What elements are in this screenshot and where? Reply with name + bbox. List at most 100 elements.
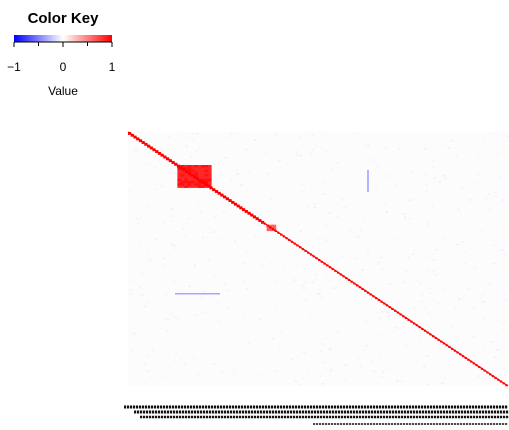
heatmap-cell <box>310 189 313 192</box>
heatmap-cell <box>451 325 454 328</box>
heatmap-cell <box>181 227 185 230</box>
heatmap-cell <box>421 329 425 332</box>
heatmap-cell <box>201 236 204 239</box>
column-label-mark <box>149 415 152 419</box>
heatmap-cell <box>432 259 436 261</box>
heatmap-cell <box>436 254 440 257</box>
column-label-mark <box>499 405 502 409</box>
heatmap-cell <box>227 156 231 158</box>
column-label-mark <box>154 405 157 409</box>
heatmap-cell <box>131 274 134 276</box>
heatmap-cell <box>412 298 415 300</box>
column-label-mark <box>173 415 176 419</box>
heatmap-cell <box>236 342 239 344</box>
heatmap-cell <box>129 380 132 383</box>
column-label-mark <box>439 423 442 425</box>
heatmap-cell <box>412 307 416 310</box>
column-label-mark <box>343 423 346 425</box>
column-label-mark <box>466 405 469 409</box>
heatmap-block-cell <box>201 165 205 168</box>
column-label-mark <box>275 410 278 414</box>
heatmap-block-cell <box>194 171 198 175</box>
heatmap-cell <box>381 268 385 270</box>
heatmap-cell <box>416 280 419 282</box>
heatmap-cell <box>225 289 229 291</box>
heatmap-block-cell <box>267 227 269 228</box>
heatmap-cell <box>316 243 319 246</box>
heatmap-cell <box>476 166 480 169</box>
heatmap-cell <box>398 147 401 150</box>
column-label-mark <box>167 415 170 419</box>
column-label-mark <box>356 415 359 419</box>
heatmap-cell <box>140 272 144 275</box>
heatmap-cell <box>370 182 373 185</box>
column-label-mark <box>212 415 215 419</box>
column-label-mark <box>284 410 287 414</box>
column-label-mark <box>410 415 413 419</box>
heatmap-block-cell <box>266 227 268 228</box>
heatmap-cell <box>403 216 407 219</box>
heatmap-cell <box>314 168 317 171</box>
column-label-mark <box>377 410 380 414</box>
heatmap-cell <box>160 173 163 176</box>
column-label-mark <box>391 423 394 425</box>
column-label-mark <box>124 405 127 409</box>
column-label-mark <box>368 415 371 419</box>
heatmap-cell <box>503 208 506 211</box>
column-label-mark <box>407 415 410 419</box>
heatmap-cell <box>176 317 179 319</box>
column-label-mark <box>307 405 310 409</box>
heatmap-cell <box>321 134 325 137</box>
column-label-mark <box>230 415 233 419</box>
heatmap-cell <box>492 300 495 303</box>
heatmap-cell <box>410 175 414 178</box>
heatmap-cell <box>298 383 302 386</box>
column-label-mark <box>410 410 413 414</box>
heatmap-cell <box>278 345 282 348</box>
heatmap-cell <box>386 338 390 341</box>
heatmap-cell <box>301 353 304 356</box>
heatmap-cell <box>316 278 319 281</box>
heatmap-cell <box>247 342 251 345</box>
heatmap-cell <box>423 365 426 368</box>
column-label-mark <box>424 405 427 409</box>
heatmap-cell <box>477 174 481 177</box>
column-label-mark <box>452 410 455 414</box>
heatmap-cell <box>478 176 482 179</box>
heatmap-cell <box>169 309 173 311</box>
heatmap-cell <box>490 340 494 343</box>
heatmap-block-cell <box>266 229 268 230</box>
column-label-mark <box>416 415 419 419</box>
column-label-mark <box>386 410 389 414</box>
column-label-mark <box>416 410 419 414</box>
heatmap-cell <box>154 238 157 241</box>
column-label-mark <box>404 410 407 414</box>
column-label-mark <box>170 415 173 419</box>
heatmap-cell <box>245 377 249 379</box>
column-label-mark <box>367 423 370 425</box>
heatmap-cell <box>302 263 306 265</box>
column-label-mark <box>472 423 475 425</box>
heatmap-cell <box>148 258 152 260</box>
heatmap-cell <box>260 264 264 267</box>
column-label-mark <box>268 405 271 409</box>
heatmap-cell <box>502 297 505 300</box>
heatmap-cell <box>174 161 178 164</box>
heatmap-cell <box>197 348 200 351</box>
heatmap-cell <box>238 289 241 291</box>
heatmap-cell <box>436 146 439 149</box>
heatmap-cell <box>171 244 174 246</box>
heatmap-cell <box>295 227 298 230</box>
column-label-mark <box>278 410 281 414</box>
heatmap-cell <box>245 193 248 196</box>
column-label-mark <box>230 410 233 414</box>
column-label-mark <box>443 415 446 419</box>
heatmap-cell <box>324 225 328 227</box>
heatmap-cell <box>359 353 363 356</box>
column-label-mark <box>358 405 361 409</box>
heatmap-cell <box>309 340 313 342</box>
heatmap-cell <box>225 288 228 290</box>
column-label-mark <box>361 405 364 409</box>
color-key-title: Color Key <box>28 10 100 27</box>
heatmap-cell <box>389 367 393 370</box>
